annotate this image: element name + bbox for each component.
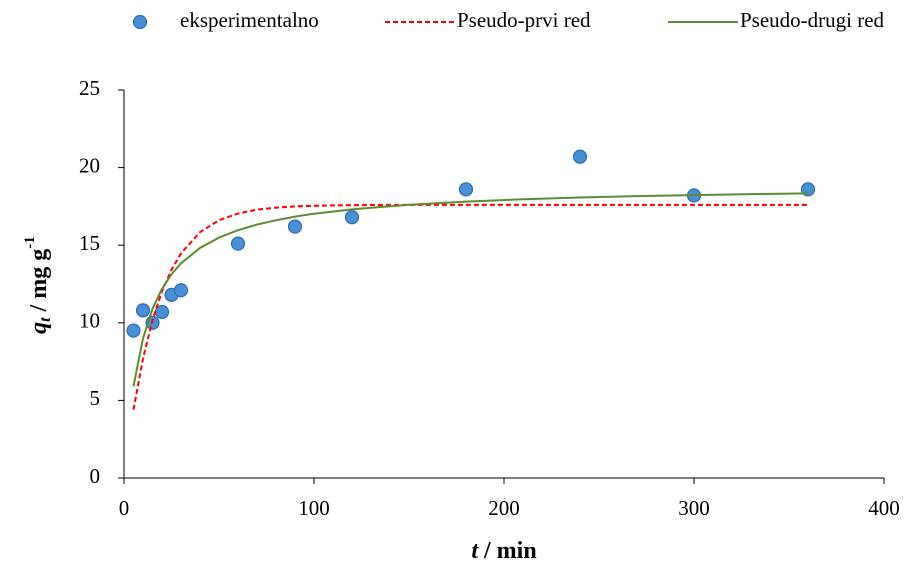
x-tick-label: 300 [678,496,710,520]
y-tick-label: 25 [79,76,100,100]
label-part: -1 [22,236,38,249]
data-point [572,149,588,164]
y-tick-label: 20 [79,153,100,177]
series-line [132,192,809,387]
data-point [173,283,189,298]
data-point [287,219,303,234]
legend-label: eksperimentalno [180,8,319,32]
legend-label: Pseudo-prvi red [457,8,591,32]
y-tick-label: 15 [79,231,100,255]
x-axis-label: t / min [471,538,536,564]
legend-label: Pseudo-drugi red [740,8,885,32]
label-part: t [471,538,479,564]
x-tick-label: 400 [868,496,900,520]
data-point [230,236,246,251]
series-line [132,203,808,410]
label-part: t [37,317,54,322]
y-tick-label: 0 [90,464,101,488]
x-tick-label: 200 [488,496,520,520]
y-tick-label: 5 [90,386,101,410]
data-point [126,323,141,338]
data-point [344,210,360,225]
label-part: / mg g [26,249,52,313]
label-part: / min [483,538,537,564]
data-point [135,303,151,318]
x-tick-label: 100 [298,496,330,520]
label-part: q [26,322,52,334]
y-tick-label: 10 [79,309,100,333]
legend-marker [132,14,148,30]
data-point [458,182,474,197]
x-tick-label: 0 [119,496,130,520]
y-axis-label: qt / mg g-1 [22,236,53,334]
